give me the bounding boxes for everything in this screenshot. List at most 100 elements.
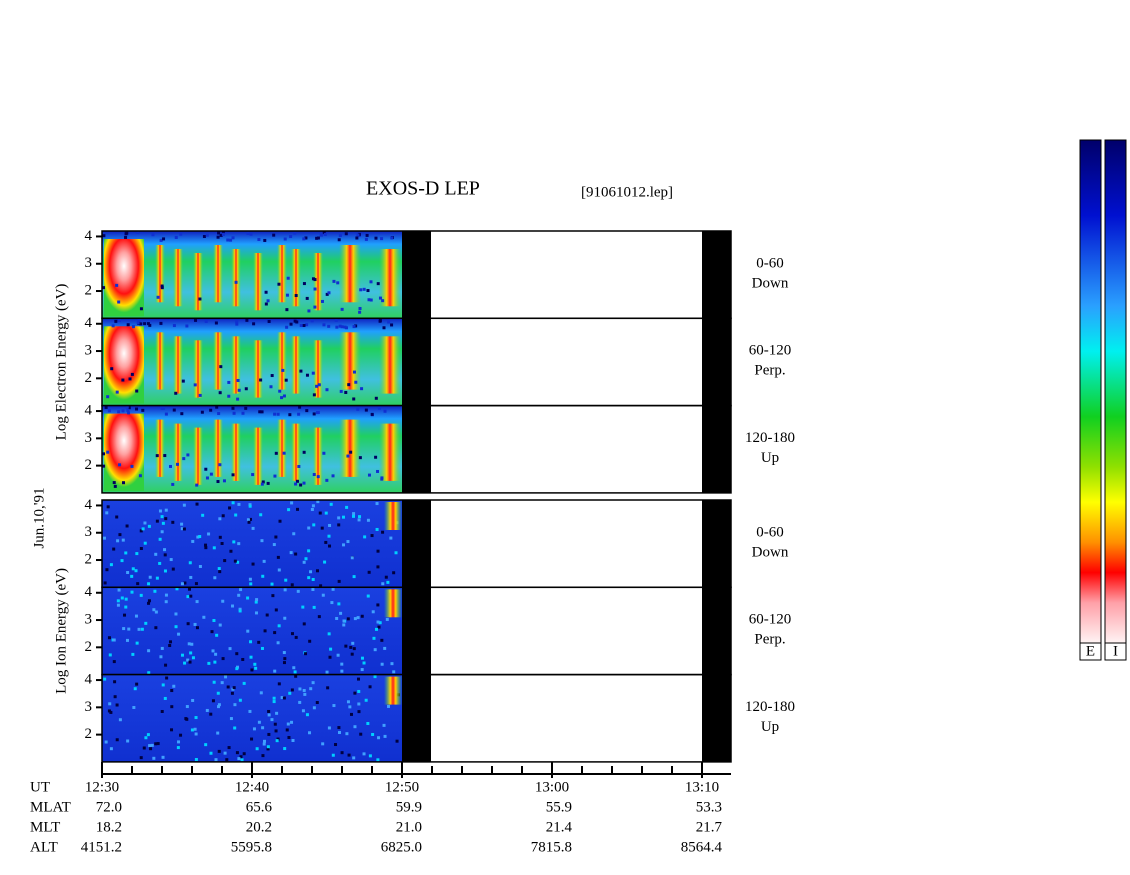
direction-label: Up bbox=[761, 450, 779, 466]
spectrogram-pixel bbox=[260, 539, 264, 543]
y-tick-label: 3 bbox=[85, 342, 93, 358]
spectrogram-pixel bbox=[118, 718, 122, 722]
spectrogram-pixel bbox=[131, 652, 135, 656]
spectrogram-pixel bbox=[190, 642, 194, 646]
spectrogram-pixel bbox=[254, 611, 258, 615]
spectrogram-pixel bbox=[374, 236, 378, 240]
spectrogram-pixel bbox=[293, 319, 297, 323]
spectrogram-pixel bbox=[371, 610, 375, 614]
spectrogram-pixel bbox=[231, 406, 235, 410]
spectrogram-pixel bbox=[289, 551, 293, 555]
spectrogram-pixel bbox=[249, 655, 253, 659]
spectrogram-pixel bbox=[217, 412, 221, 416]
spectrogram-pixel bbox=[237, 502, 241, 506]
spectrogram-pixel bbox=[114, 319, 118, 323]
ephemeris-value: 21.4 bbox=[546, 819, 573, 835]
color-bar-label: E bbox=[1086, 643, 1095, 659]
spectrogram-pixel bbox=[278, 519, 282, 523]
spectrogram-pixel bbox=[246, 629, 250, 633]
spectrogram-pixel bbox=[120, 596, 124, 600]
spectrogram-pixel bbox=[359, 732, 363, 736]
spectrogram-pixel bbox=[284, 578, 288, 582]
spectrogram-pixel bbox=[233, 559, 237, 563]
spectrogram-pixel bbox=[130, 372, 134, 376]
spectrogram-pixel bbox=[294, 674, 298, 678]
file-name: [91061012.lep] bbox=[581, 184, 673, 200]
spectrogram-pixel bbox=[261, 480, 265, 484]
spectrogram-pixel bbox=[144, 736, 148, 740]
y-tick-label: 3 bbox=[85, 611, 93, 627]
spectrogram-pixel bbox=[174, 612, 178, 616]
spectrogram-pixel bbox=[216, 705, 220, 709]
spectrogram-pixel bbox=[281, 368, 285, 372]
spectrogram-pixel bbox=[188, 561, 192, 565]
spectrogram-pixel bbox=[236, 378, 240, 382]
spectrogram-pixel bbox=[283, 747, 287, 751]
spectrogram-pixel bbox=[194, 758, 198, 762]
spectrogram-pixel bbox=[259, 513, 263, 517]
spectrogram-pixel bbox=[130, 590, 134, 594]
spectrogram-pixel bbox=[232, 686, 236, 690]
spectrogram-pixel bbox=[356, 407, 360, 411]
spectrogram-streak bbox=[155, 245, 165, 303]
data-gap bbox=[702, 405, 731, 493]
spectrogram-pixel bbox=[341, 515, 345, 519]
spectrogram-pixel bbox=[121, 409, 125, 413]
spectrogram-pixel bbox=[305, 713, 309, 717]
spectrogram-pixel bbox=[301, 709, 305, 713]
spectrogram-pixel bbox=[209, 751, 213, 755]
spectrogram-pixel bbox=[135, 552, 139, 556]
spectrogram-pixel bbox=[304, 652, 308, 656]
spectrogram-pixel bbox=[118, 463, 122, 467]
spectrogram-streak bbox=[231, 423, 241, 481]
spectrogram-pixel bbox=[368, 754, 372, 758]
spectrogram-pixel bbox=[147, 582, 151, 586]
spectrogram-pixel bbox=[136, 321, 140, 325]
spectrogram-pixel bbox=[352, 756, 356, 760]
spectrogram-pixel bbox=[353, 617, 357, 621]
spectrogram-pixel bbox=[259, 378, 263, 382]
spectrogram bbox=[102, 674, 402, 762]
spectrogram-pixel bbox=[232, 540, 236, 544]
spectrogram-pixel bbox=[148, 323, 152, 327]
spectrogram-pixel bbox=[363, 535, 367, 539]
spectrogram-pixel bbox=[392, 571, 396, 575]
spectrogram-pixel bbox=[337, 602, 341, 606]
spectrogram-pixel bbox=[375, 527, 379, 531]
spectrogram-pixel bbox=[168, 644, 172, 648]
spectrogram-pixel bbox=[125, 638, 129, 642]
spectrogram-pixel bbox=[216, 480, 220, 484]
spectrogram-pixel bbox=[362, 661, 366, 665]
spectrogram-pixel bbox=[212, 546, 216, 550]
spectrogram-pixel bbox=[121, 378, 125, 382]
spectrogram-pixel bbox=[164, 600, 168, 604]
spectrogram-pixel bbox=[152, 756, 156, 760]
spectrogram-pixel bbox=[201, 513, 205, 517]
spectrogram-pixel bbox=[273, 722, 277, 726]
spectrogram-pixel bbox=[316, 410, 320, 414]
spectrogram-pixel bbox=[251, 526, 255, 530]
spectrogram-pixel bbox=[367, 570, 371, 574]
spectrogram-pixel bbox=[302, 237, 306, 241]
spectrogram-pixel bbox=[204, 319, 208, 323]
spectrogram-pixel bbox=[126, 323, 130, 327]
spectrogram-pixel bbox=[260, 410, 264, 414]
spectrogram-pixel bbox=[212, 618, 216, 622]
spectrogram-pixel bbox=[290, 720, 294, 724]
spectrogram-pixel bbox=[237, 757, 241, 761]
spectrogram-pixel bbox=[170, 728, 174, 732]
spectrogram-pixel bbox=[289, 234, 293, 238]
spectrogram-pixel bbox=[186, 658, 190, 662]
spectrogram-pixel bbox=[195, 600, 199, 604]
spectrogram-pixel bbox=[292, 666, 296, 670]
spectrogram-pixel bbox=[161, 521, 165, 525]
direction-label: Down bbox=[752, 275, 789, 291]
spectrogram-pixel bbox=[115, 515, 119, 519]
spectrogram-pixel bbox=[282, 661, 286, 665]
spectrogram-pixel bbox=[231, 236, 235, 240]
spectrogram-streak bbox=[339, 419, 361, 477]
direction-label: Up bbox=[761, 719, 779, 735]
spectrogram-pixel bbox=[108, 653, 112, 657]
spectrogram-streak bbox=[379, 249, 401, 307]
